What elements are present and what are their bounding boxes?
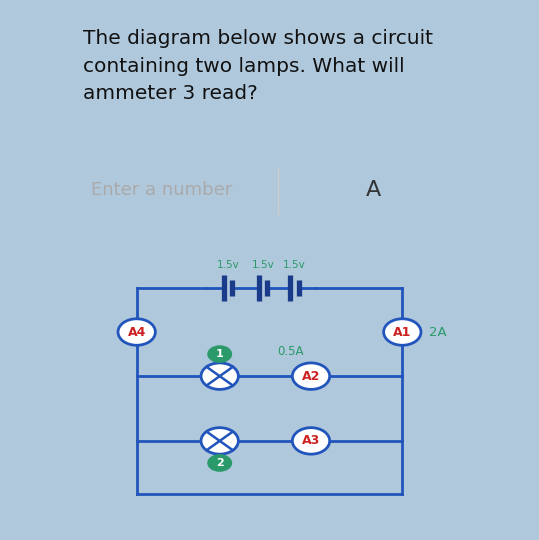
Circle shape [118,319,155,345]
Text: The diagram below shows a circuit
containing two lamps. What will
ammeter 3 read: The diagram below shows a circuit contai… [83,29,433,103]
Text: 1.5v: 1.5v [217,260,239,269]
Text: 2A: 2A [429,326,447,339]
Circle shape [201,363,238,389]
Text: A: A [365,180,381,200]
Text: 0.5A: 0.5A [277,345,303,358]
Text: 1: 1 [216,349,224,359]
Text: 1.5v: 1.5v [283,260,306,269]
Circle shape [201,428,238,454]
Text: A2: A2 [302,370,320,383]
Text: 2: 2 [216,458,224,468]
Text: A4: A4 [128,326,146,339]
Circle shape [292,428,330,454]
Circle shape [292,363,330,389]
Text: A3: A3 [302,434,320,448]
Text: A1: A1 [393,326,411,339]
Text: Enter a number: Enter a number [91,181,232,199]
Circle shape [207,345,232,363]
Circle shape [384,319,421,345]
Circle shape [207,454,232,472]
Text: 1.5v: 1.5v [252,260,275,269]
